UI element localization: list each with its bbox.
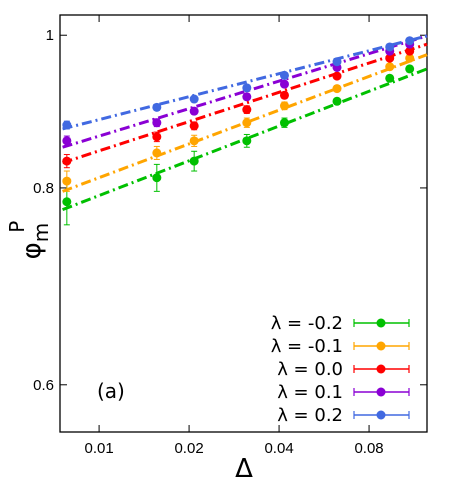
- x-tick-label: 0.04: [264, 440, 293, 457]
- ticks-layer: 0.01 0.02 0.04 0.08 0.6 0.8 1: [33, 15, 427, 457]
- y-tick-label: 1: [46, 27, 54, 44]
- data-point: [332, 57, 342, 67]
- data-point: [189, 106, 199, 116]
- data-point: [189, 136, 199, 146]
- data-point: [279, 101, 289, 111]
- data-point: [279, 79, 289, 89]
- fit-line: [62, 34, 428, 149]
- legend-label: λ = 0.1: [277, 382, 343, 403]
- data-point: [189, 121, 199, 131]
- data-point: [332, 84, 342, 94]
- data-point: [405, 36, 415, 46]
- data-point: [405, 64, 415, 74]
- y-tick-label: 0.6: [33, 377, 54, 394]
- y-axis-label-main: φ: [17, 242, 47, 259]
- data-point: [242, 83, 252, 93]
- plot-frame: [59, 14, 428, 433]
- panel-annotation: (a): [97, 379, 125, 403]
- series-2: [62, 42, 428, 169]
- fit-line: [62, 34, 428, 131]
- legend-label: λ = 0.2: [277, 405, 343, 426]
- legend-marker: [376, 387, 386, 397]
- data-point: [385, 42, 395, 52]
- series-1: [62, 53, 428, 193]
- data-point: [62, 120, 72, 130]
- legend-marker: [376, 410, 386, 420]
- x-tick-label: 0.08: [354, 440, 383, 457]
- data-point: [242, 136, 252, 146]
- legend: λ = -0.2λ = -0.1λ = 0.0λ = 0.1λ = 0.2: [271, 313, 410, 426]
- legend-label: λ = 0.0: [277, 359, 343, 380]
- data-point: [242, 92, 252, 102]
- data-point: [62, 136, 72, 146]
- series-layer: [62, 34, 428, 226]
- legend-label: λ = -0.1: [271, 336, 343, 357]
- data-point: [242, 105, 252, 115]
- data-point: [152, 132, 162, 142]
- x-tick-label: 0.01: [84, 440, 113, 457]
- data-point: [405, 53, 415, 63]
- legend-label: λ = -0.2: [271, 313, 343, 334]
- fit-line: [62, 42, 428, 165]
- data-point: [332, 96, 342, 106]
- data-point: [385, 62, 395, 72]
- data-point: [385, 53, 395, 63]
- series-4: [62, 34, 428, 131]
- data-point: [152, 173, 162, 183]
- data-point: [62, 197, 72, 207]
- data-point: [279, 118, 289, 128]
- x-tick-label: 0.02: [174, 440, 203, 457]
- data-point: [405, 46, 415, 56]
- data-point: [242, 118, 252, 128]
- data-point: [189, 94, 199, 104]
- y-axis-label-sub: m: [29, 223, 53, 242]
- legend-marker: [376, 318, 386, 328]
- y-tick-label: 0.8: [33, 180, 54, 197]
- y-axis-label: φmP: [5, 221, 53, 260]
- data-point: [62, 176, 72, 186]
- data-point: [152, 102, 162, 112]
- data-point: [189, 156, 199, 166]
- svg-text:φmP: φmP: [5, 221, 53, 260]
- data-point: [152, 148, 162, 158]
- data-point: [279, 90, 289, 100]
- legend-marker: [376, 341, 386, 351]
- data-point: [385, 73, 395, 83]
- x-axis-label: Δ: [235, 454, 253, 480]
- series-0: [62, 64, 428, 226]
- data-point: [152, 118, 162, 128]
- data-point: [332, 71, 342, 81]
- data-point: [279, 70, 289, 80]
- data-point: [62, 156, 72, 166]
- y-axis-label-sup: P: [5, 221, 29, 233]
- legend-marker: [376, 364, 386, 374]
